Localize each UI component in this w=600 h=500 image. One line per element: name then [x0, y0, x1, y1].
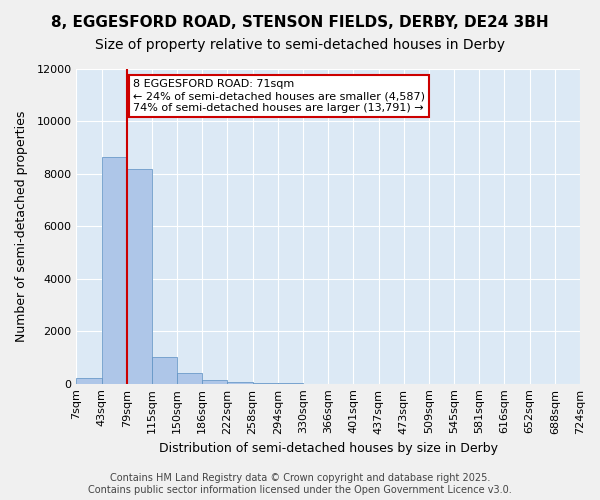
Bar: [101, 157, 127, 384]
Bar: [177, 373, 202, 384]
Bar: [76, 378, 101, 384]
X-axis label: Distribution of semi-detached houses by size in Derby: Distribution of semi-detached houses by …: [158, 442, 497, 455]
Bar: [253, 383, 278, 384]
Bar: [227, 382, 253, 384]
Bar: [152, 358, 177, 384]
Bar: [202, 380, 227, 384]
Y-axis label: Number of semi-detached properties: Number of semi-detached properties: [15, 110, 28, 342]
Text: Contains HM Land Registry data © Crown copyright and database right 2025.
Contai: Contains HM Land Registry data © Crown c…: [88, 474, 512, 495]
Text: Size of property relative to semi-detached houses in Derby: Size of property relative to semi-detach…: [95, 38, 505, 52]
Text: 8, EGGESFORD ROAD, STENSON FIELDS, DERBY, DE24 3BH: 8, EGGESFORD ROAD, STENSON FIELDS, DERBY…: [51, 15, 549, 30]
Bar: [127, 168, 152, 384]
Text: 8 EGGESFORD ROAD: 71sqm
← 24% of semi-detached houses are smaller (4,587)
74% of: 8 EGGESFORD ROAD: 71sqm ← 24% of semi-de…: [133, 80, 425, 112]
